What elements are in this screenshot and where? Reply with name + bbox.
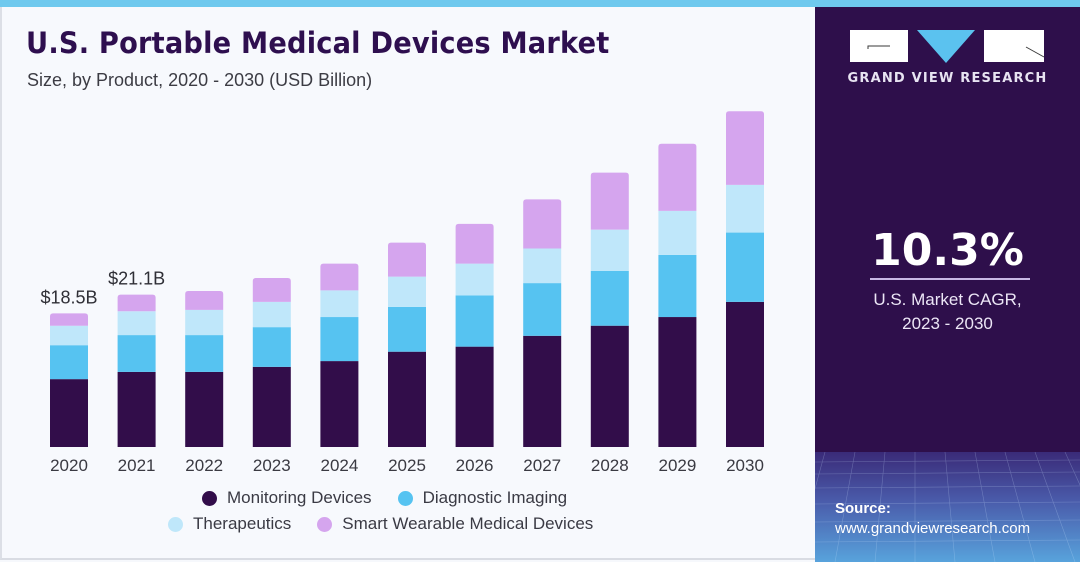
bar-segment-diagnostic-imaging [117,335,156,372]
legend-row: Monitoring Devices Diagnostic Imaging [202,488,593,508]
bar-segment-smart-wearable-medical-devices [50,313,88,326]
bar-segment-monitoring-devices [658,317,697,447]
logo-r-mark [1025,46,1045,58]
x-tick-label: 2027 [523,456,561,475]
bar-segment-monitoring-devices [252,366,291,447]
logo-r-block [984,30,1044,62]
x-tick-label: 2029 [658,456,696,475]
bar-segment-monitoring-devices [50,379,88,447]
legend-item: Monitoring Devices [202,488,372,508]
bar-segment-smart-wearable-medical-devices [455,223,494,264]
cagr-value: 10.3% [871,225,1024,276]
bar-segment-monitoring-devices [523,335,562,447]
x-tick-label: 2025 [388,456,426,475]
bar-segment-therapeutics [590,229,629,271]
x-tick-label: 2021 [118,456,156,475]
legend-item: Therapeutics [168,514,291,534]
bar-segment-smart-wearable-medical-devices [388,242,426,277]
logo-v-triangle [917,30,975,63]
bar-segment-diagnostic-imaging [320,317,359,362]
grand-view-research-logo [850,30,1045,63]
bar-segment-smart-wearable-medical-devices [252,278,291,302]
bar-segment-smart-wearable-medical-devices [590,172,629,230]
bar-segment-therapeutics [320,290,359,318]
x-tick-label: 2030 [726,456,764,475]
bar-segment-monitoring-devices [726,301,764,447]
bar-segment-monitoring-devices [388,351,426,447]
x-tick-label: 2028 [591,456,629,475]
bar-segment-diagnostic-imaging [252,327,291,367]
stacked-bar-chart: 2020 $18.5B 2021 $21.1B 2022 2023 2024 2025 2026… [40,111,764,475]
legend-swatch-icon [317,516,333,532]
x-tick-label: 2023 [253,456,291,475]
bar-segment-therapeutics [455,263,494,296]
bar-segment-therapeutics [117,311,156,336]
legend-label: Smart Wearable Medical Devices [342,514,594,533]
data-label: $18.5B [40,287,97,307]
source-link[interactable]: www.grandviewresearch.com [835,520,1031,537]
bar-segment-smart-wearable-medical-devices [185,291,224,310]
legend-swatch-icon [397,490,413,506]
perspective-grid-decoration [815,452,1080,562]
cagr-label: U.S. Market CAGR, 2023 - 2030 [815,288,1080,336]
x-tick-label: 2026 [456,456,494,475]
cagr-label-line1: U.S. Market CAGR, [873,290,1022,309]
source-footer [815,452,1080,562]
bar-segment-therapeutics [50,325,88,346]
source-title: Source: [835,500,891,517]
bar-segment-smart-wearable-medical-devices [117,294,156,312]
bar-segment-therapeutics [726,184,764,233]
brand-name: GRAND VIEW RESEARCH [847,71,1048,86]
brand-panel: GRAND VIEW RESEARCH 10.3% U.S. Market CA… [815,7,1080,562]
bar-segment-diagnostic-imaging [50,345,88,380]
top-accent-strip [0,0,1080,7]
legend-swatch-icon [168,516,183,532]
bar-segment-monitoring-devices [590,325,629,447]
chart-title: U.S. Portable Medical Devices Market [26,26,610,60]
bar-segment-smart-wearable-medical-devices [726,111,764,185]
legend-row: Therapeutics Smart Wearable Medical Devic… [168,514,619,534]
bar-segment-therapeutics [523,248,562,284]
bar-segment-diagnostic-imaging [388,306,426,352]
bar-segment-therapeutics [658,210,697,255]
legend-label: Therapeutics [193,514,292,533]
chart-subtitle: Size, by Product, 2020 - 2030 (USD Billi… [27,70,373,90]
bar-segment-therapeutics [388,276,426,307]
bar-segment-monitoring-devices [455,346,494,447]
bar-segment-monitoring-devices [185,371,224,447]
x-tick-label: 2024 [320,456,358,475]
bar-segment-diagnostic-imaging [185,335,224,372]
bar-segment-monitoring-devices [320,361,359,447]
bar-segment-diagnostic-imaging [455,295,494,347]
bar-segment-therapeutics [185,309,224,336]
bar-segment-smart-wearable-medical-devices [658,143,697,211]
bar-segment-therapeutics [252,301,291,328]
bar-segment-smart-wearable-medical-devices [320,263,359,291]
legend-swatch-icon [202,490,217,506]
data-label: $21.1B [108,269,165,289]
bar-segment-diagnostic-imaging [523,283,562,336]
bar-segment-diagnostic-imaging [590,270,629,326]
legend-label: Diagnostic Imaging [422,488,568,507]
bar-segment-smart-wearable-medical-devices [523,199,562,249]
bar-segment-diagnostic-imaging [726,232,764,302]
logo-g-mark [867,45,890,49]
legend-item: Smart Wearable Medical Devices [317,514,593,534]
bar-segment-monitoring-devices [117,371,156,447]
bar-segment-diagnostic-imaging [658,254,697,318]
x-tick-label: 2020 [50,456,88,475]
legend-item: Diagnostic Imaging [397,488,568,508]
legend-label: Monitoring Devices [227,488,372,507]
x-tick-label: 2022 [185,456,223,475]
cagr-label-line2: 2023 - 2030 [902,314,993,333]
cagr-divider [870,278,1030,280]
